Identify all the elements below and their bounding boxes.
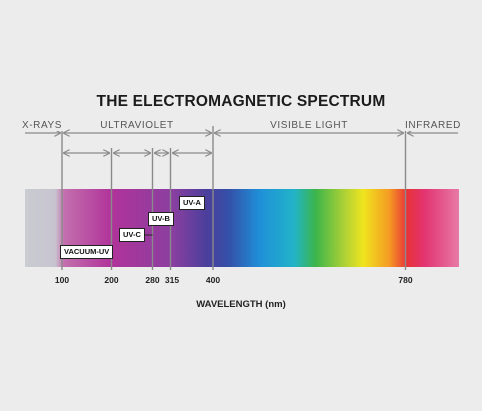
page-title: THE ELECTROMAGNETIC SPECTRUM: [96, 93, 386, 110]
region-label-visible: VISIBLE LIGHT: [266, 120, 352, 131]
tick-label-100: 100: [54, 275, 70, 285]
band-label-uv-c: UV-C: [119, 228, 145, 242]
band-label-uv-b: UV-B: [148, 212, 174, 226]
tick-label-315: 315: [164, 275, 180, 285]
region-label-infrared: INFRARED: [401, 120, 465, 131]
region-label-ultraviolet: ULTRAVIOLET: [96, 120, 178, 131]
tick-label-400: 400: [205, 275, 221, 285]
band-label-uv-a: UV-A: [179, 196, 205, 210]
band-label-vacuum-uv: VACUUM-UV: [60, 245, 114, 259]
axis-label: WAVELENGTH (nm): [196, 299, 286, 310]
tick-label-280: 280: [145, 275, 160, 285]
tick-label-780: 780: [398, 275, 413, 285]
tick-label-200: 200: [104, 275, 119, 285]
region-label-xrays: X-RAYS: [17, 120, 67, 131]
